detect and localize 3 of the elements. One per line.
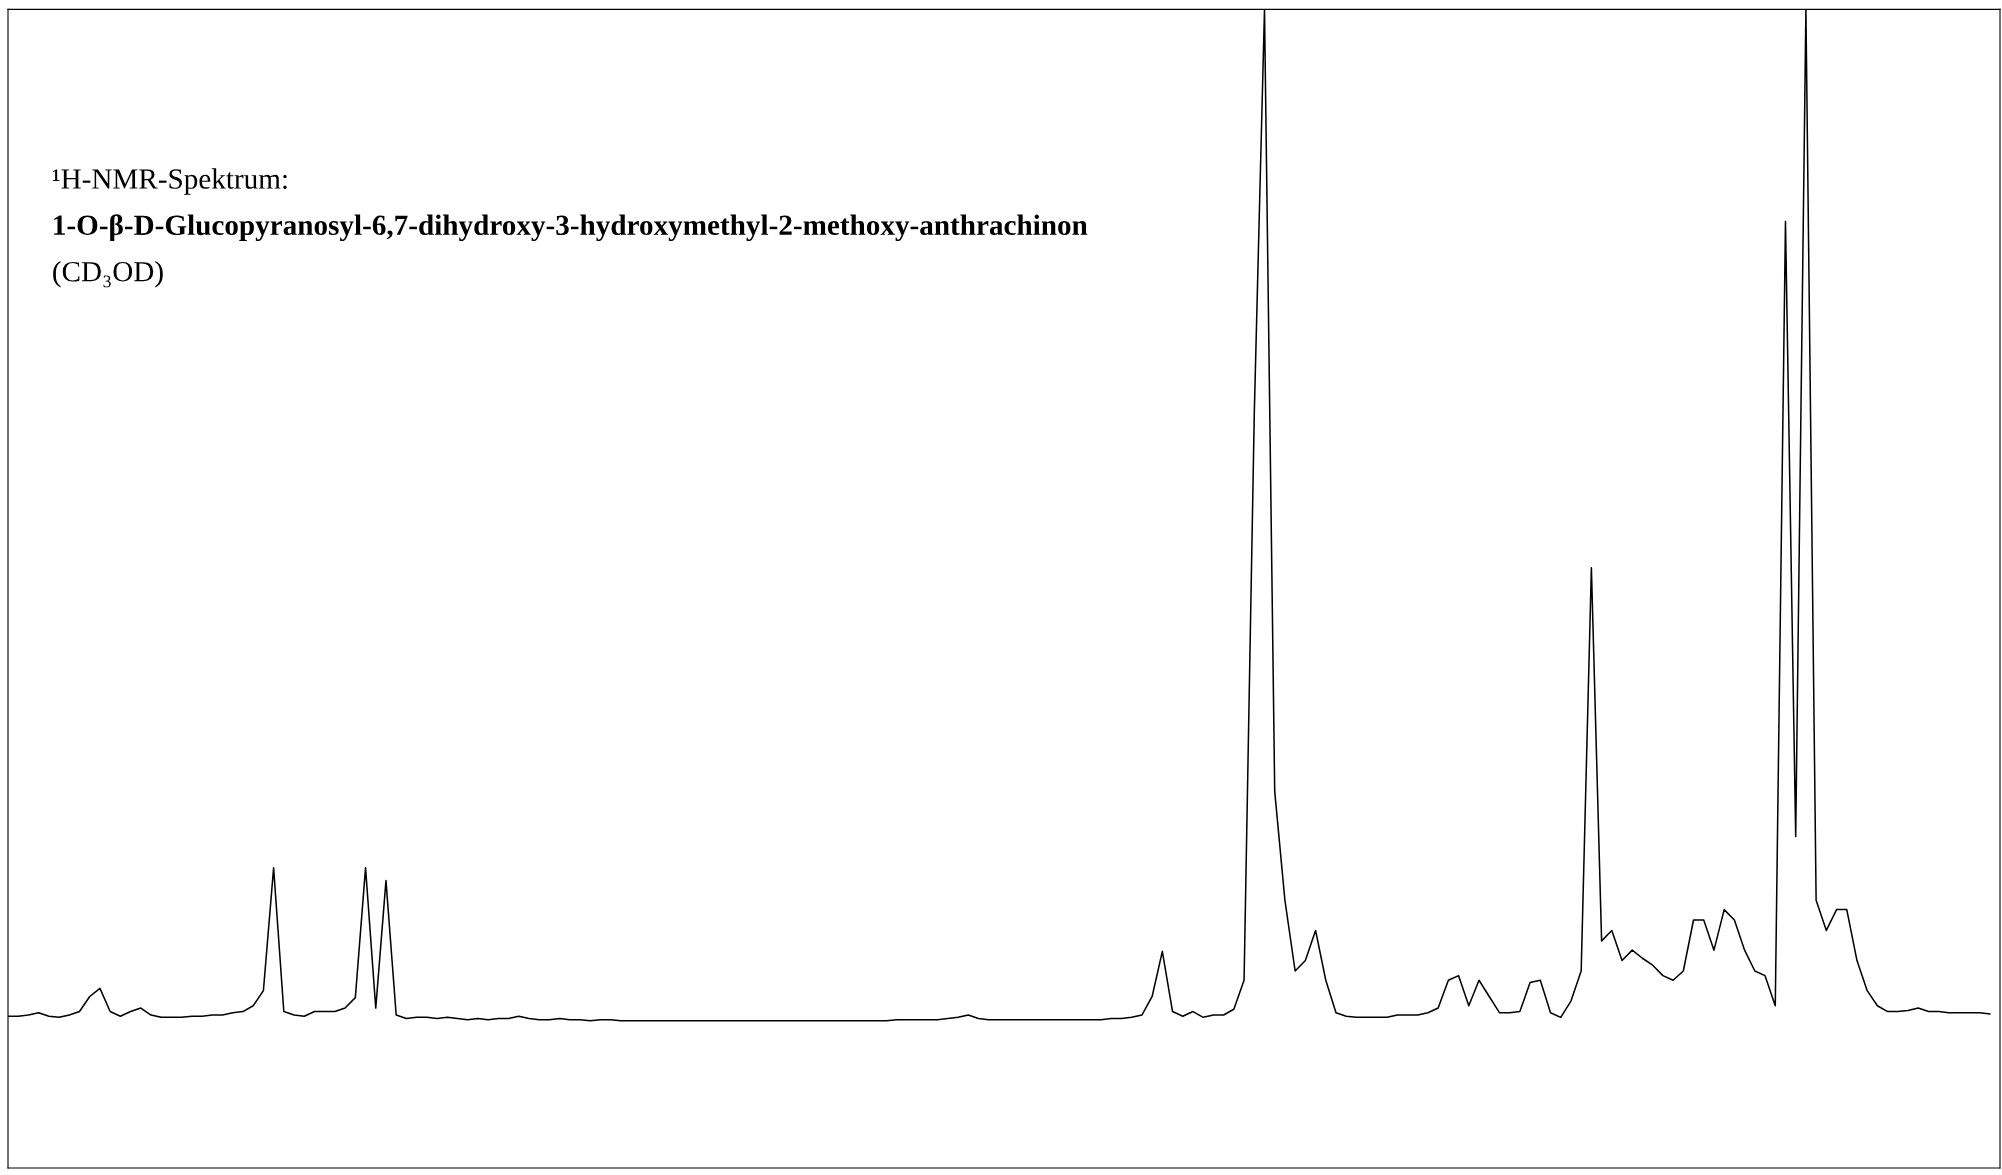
text: 1-O-β-D-Glucopyranosyl-6,7-dihydroxy-3-hydroxymethyl-2-methoxy-anthrachinon xyxy=(54,214,1088,242)
annotation: (CD₃OD) xyxy=(53,261,163,288)
text: ¹H-NMR-Spektrum: xyxy=(52,168,287,195)
